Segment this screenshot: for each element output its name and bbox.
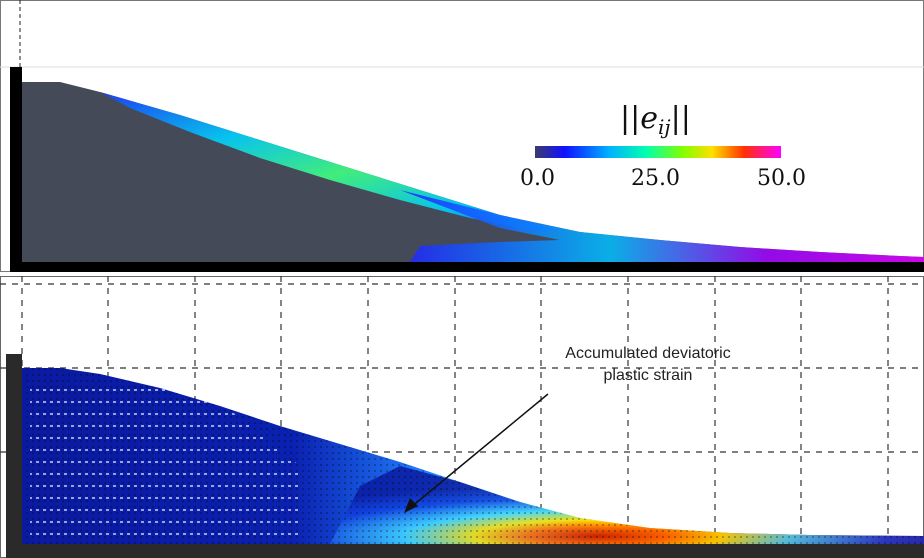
ground-base — [10, 262, 924, 272]
toe-band — [400, 190, 924, 262]
colorbar-tick-mid: 25.0 — [631, 166, 680, 191]
left-wall-bottom — [6, 354, 22, 554]
top-simulation-panel: ||eij|| 0.0 25.0 50.0 — [0, 0, 924, 272]
colorbar-title: ||eij|| — [620, 101, 691, 139]
ground-base-bottom — [6, 544, 924, 558]
slope-body — [22, 82, 924, 262]
annotation-arrowhead — [404, 498, 418, 513]
colorbar-gradient — [535, 146, 781, 158]
annotation-line2: plastic strain — [604, 367, 693, 384]
bottom-simulation-panel: Accumulated deviatoric plastic strain — [0, 276, 924, 558]
left-wall — [10, 67, 22, 272]
shear-band — [100, 92, 560, 232]
particle-highlights — [30, 386, 300, 538]
annotation-arrow-line — [409, 393, 549, 509]
top-simulation-figure: ||eij|| 0.0 25.0 50.0 — [0, 0, 924, 272]
colorbar-tick-min: 0.0 — [520, 166, 555, 191]
colorbar: ||eij|| 0.0 25.0 50.0 — [520, 101, 806, 191]
bottom-simulation-figure: Accumulated deviatoric plastic strain — [0, 276, 924, 558]
colorbar-tick-max: 50.0 — [757, 166, 806, 191]
annotation-line1: Accumulated deviatoric — [565, 345, 730, 362]
